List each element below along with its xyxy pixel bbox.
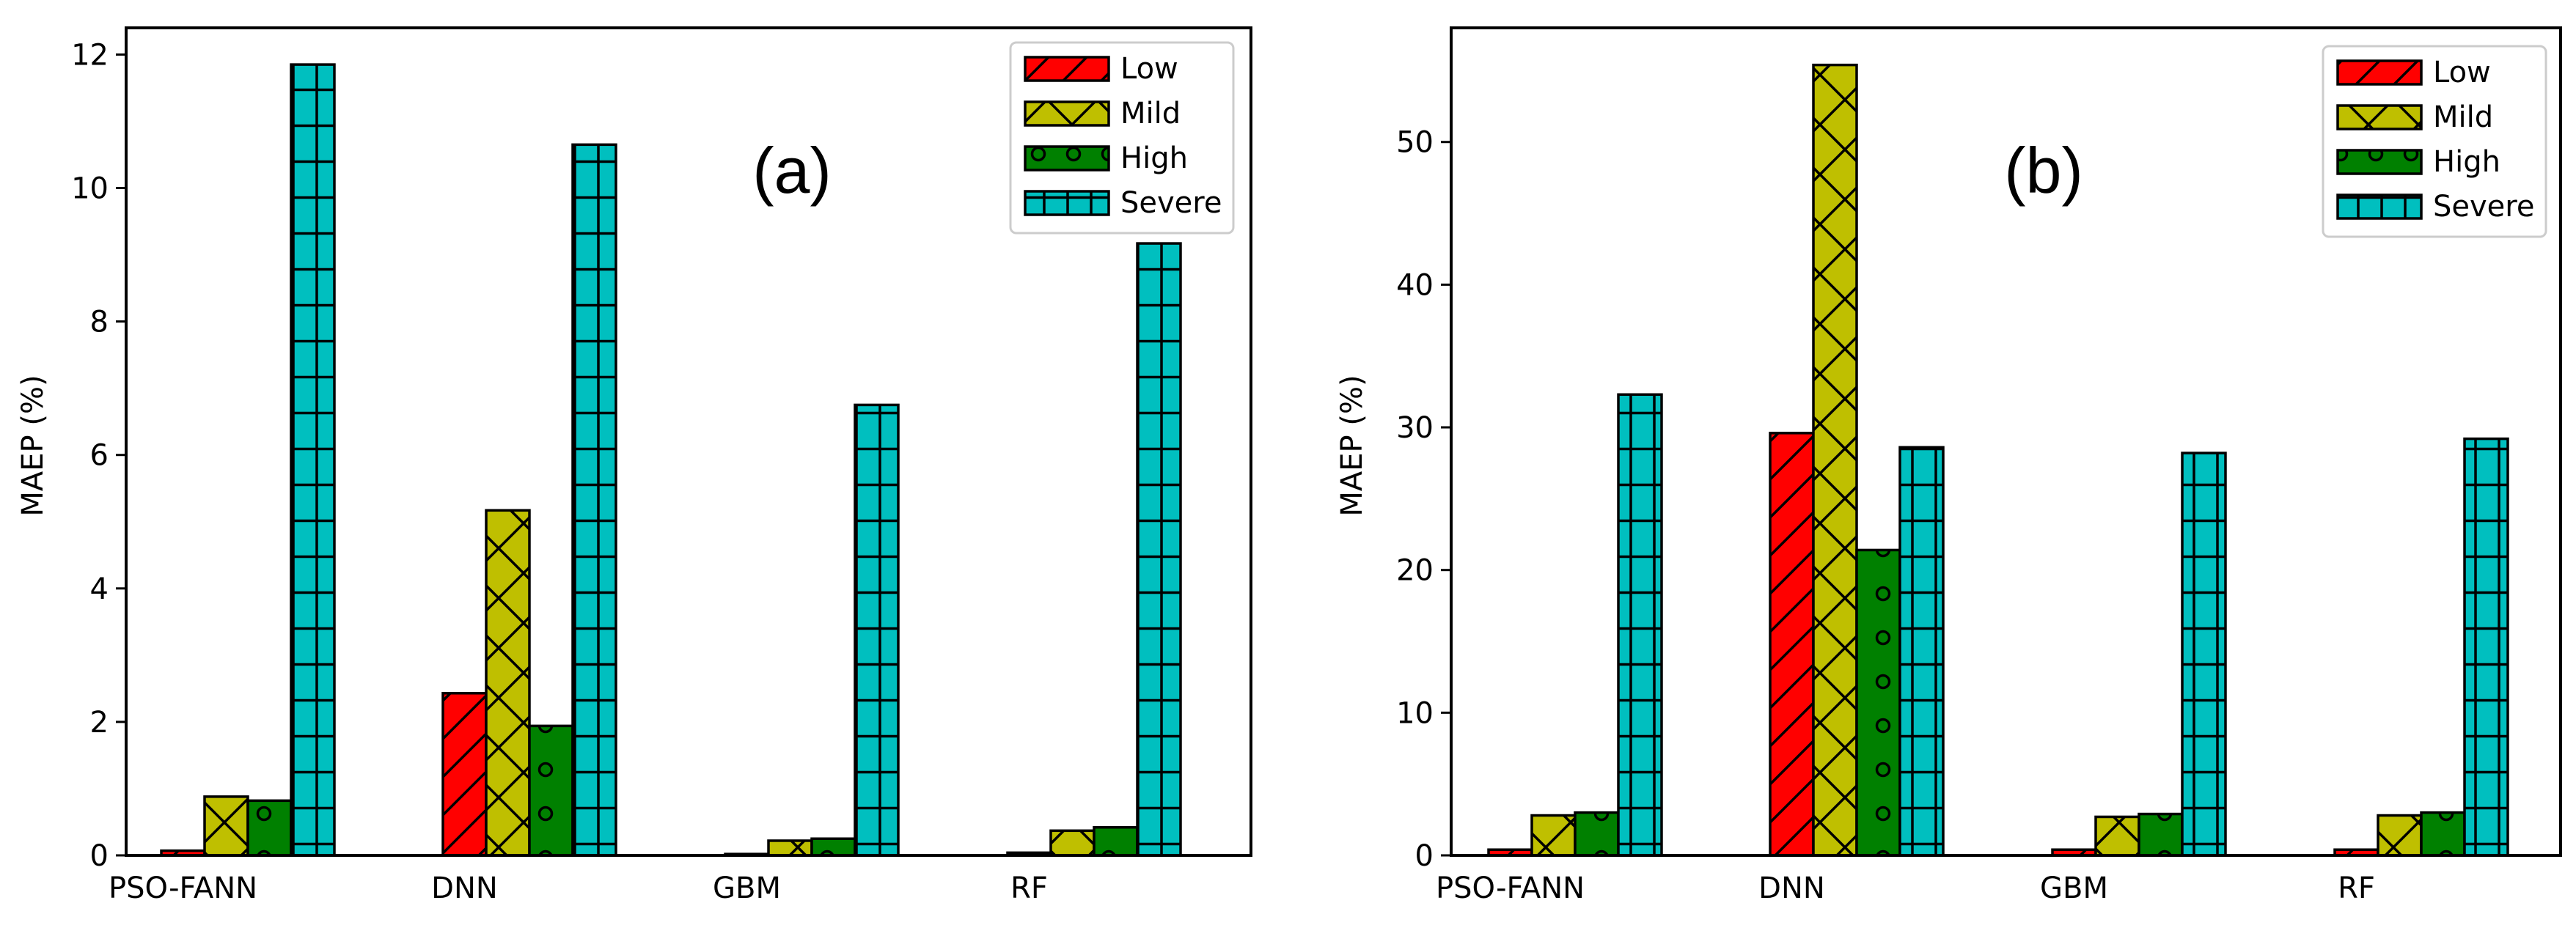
legend-swatch-hatch <box>2336 59 2423 86</box>
bar-hatch <box>2420 811 2466 857</box>
y-tick-label: 10 <box>71 172 109 206</box>
bar-hatch <box>441 692 488 857</box>
x-tick-label: PSO-FANN <box>109 871 257 905</box>
plot-frame <box>125 26 1252 857</box>
y-tick-label: 20 <box>1396 554 1434 588</box>
bar-hatch <box>528 724 574 857</box>
bar-hatch <box>1530 814 1577 857</box>
bar-hatch <box>2094 815 2140 857</box>
x-tick-label: DNN <box>431 871 498 905</box>
legend-label: High <box>1120 141 1188 175</box>
legend-swatch-hatch <box>1024 145 1110 172</box>
y-tick-label: 0 <box>1415 839 1434 873</box>
bar-hatch <box>2377 814 2423 857</box>
bar-hatch <box>767 839 813 857</box>
bar-hatch <box>290 63 336 857</box>
bar-hatch <box>1855 548 1901 857</box>
x-tick-label: RF <box>1010 871 1048 905</box>
bar-hatch <box>2181 452 2227 857</box>
y-tick-label: 6 <box>90 439 109 473</box>
bar-hatch <box>1136 242 1182 857</box>
legend-label: High <box>2433 145 2500 179</box>
legend-swatch-hatch <box>2336 149 2423 175</box>
y-tick-label: 12 <box>71 38 109 72</box>
legend-label: Severe <box>1120 186 1222 220</box>
y-tick-label: 2 <box>90 706 109 740</box>
bar-hatch <box>1898 446 1945 857</box>
legend-box <box>1009 41 1235 235</box>
y-tick-label: 8 <box>90 306 109 339</box>
legend-label: Low <box>2433 56 2491 89</box>
legend-swatch-hatch <box>1024 190 1110 216</box>
x-tick-label: RF <box>2338 871 2375 905</box>
y-axis-label: MAEP (%) <box>1335 375 1369 516</box>
panel-label: (b) <box>2004 134 2083 207</box>
bar-hatch <box>854 403 900 857</box>
bar-hatch <box>1812 63 1858 857</box>
plot-frame <box>1450 26 2562 857</box>
x-tick-label: GBM <box>713 871 781 905</box>
x-axis-ticks: PSO-FANN DNN GBM RF <box>109 871 1048 905</box>
legend-swatch-hatch <box>2336 104 2423 130</box>
y-tick-label: 4 <box>90 572 109 606</box>
x-axis-ticks: PSO-FANN DNN GBM RF <box>1436 871 2375 905</box>
y-tick-label: 30 <box>1396 411 1434 445</box>
bar-hatch <box>1769 432 1815 857</box>
bar-group <box>1487 63 2509 857</box>
y-axis-ticks: 0 2 4 6 8 10 12 <box>71 38 126 873</box>
y-tick-label: 10 <box>1396 696 1434 730</box>
legend-label: Mild <box>1120 97 1181 130</box>
legend-label: Low <box>1120 52 1178 86</box>
legend-swatch-hatch <box>1024 56 1110 82</box>
y-tick-label: 50 <box>1396 126 1434 160</box>
legend-box <box>2322 45 2547 238</box>
chart-panel-b: MAEP (%) 0 10 20 30 40 50 PSO-FANN DNN GBM RF (b… <box>1335 26 2562 905</box>
legend-swatch-hatch <box>1024 100 1110 127</box>
bar-hatch <box>1617 393 1663 857</box>
bar-hatch <box>246 799 293 857</box>
y-tick-label: 40 <box>1396 268 1434 302</box>
y-axis-ticks: 0 10 20 30 40 50 <box>1396 126 1451 873</box>
legend: Low Mild High Severe <box>1009 41 1235 235</box>
bar-hatch <box>1574 811 1620 857</box>
x-tick-label: PSO-FANN <box>1436 871 1585 905</box>
bar-hatch <box>203 795 249 857</box>
legend: Low Mild High Severe <box>2322 45 2547 238</box>
bar-hatch <box>1093 826 1139 857</box>
bar-hatch <box>2463 437 2509 857</box>
x-tick-label: GBM <box>2040 871 2108 905</box>
bar-hatch <box>571 143 617 857</box>
bar-hatch <box>1049 829 1096 857</box>
legend-label: Mild <box>2433 100 2493 134</box>
bar-hatch <box>810 837 856 857</box>
legend-label: Severe <box>2433 190 2534 224</box>
bar-hatch <box>2138 812 2184 857</box>
x-tick-label: DNN <box>1758 871 1825 905</box>
y-tick-label: 0 <box>90 839 109 873</box>
legend-swatch-hatch <box>2336 194 2423 220</box>
y-axis-label: MAEP (%) <box>16 375 50 516</box>
panel-label: (a) <box>752 134 832 207</box>
bar-hatch <box>485 509 531 857</box>
